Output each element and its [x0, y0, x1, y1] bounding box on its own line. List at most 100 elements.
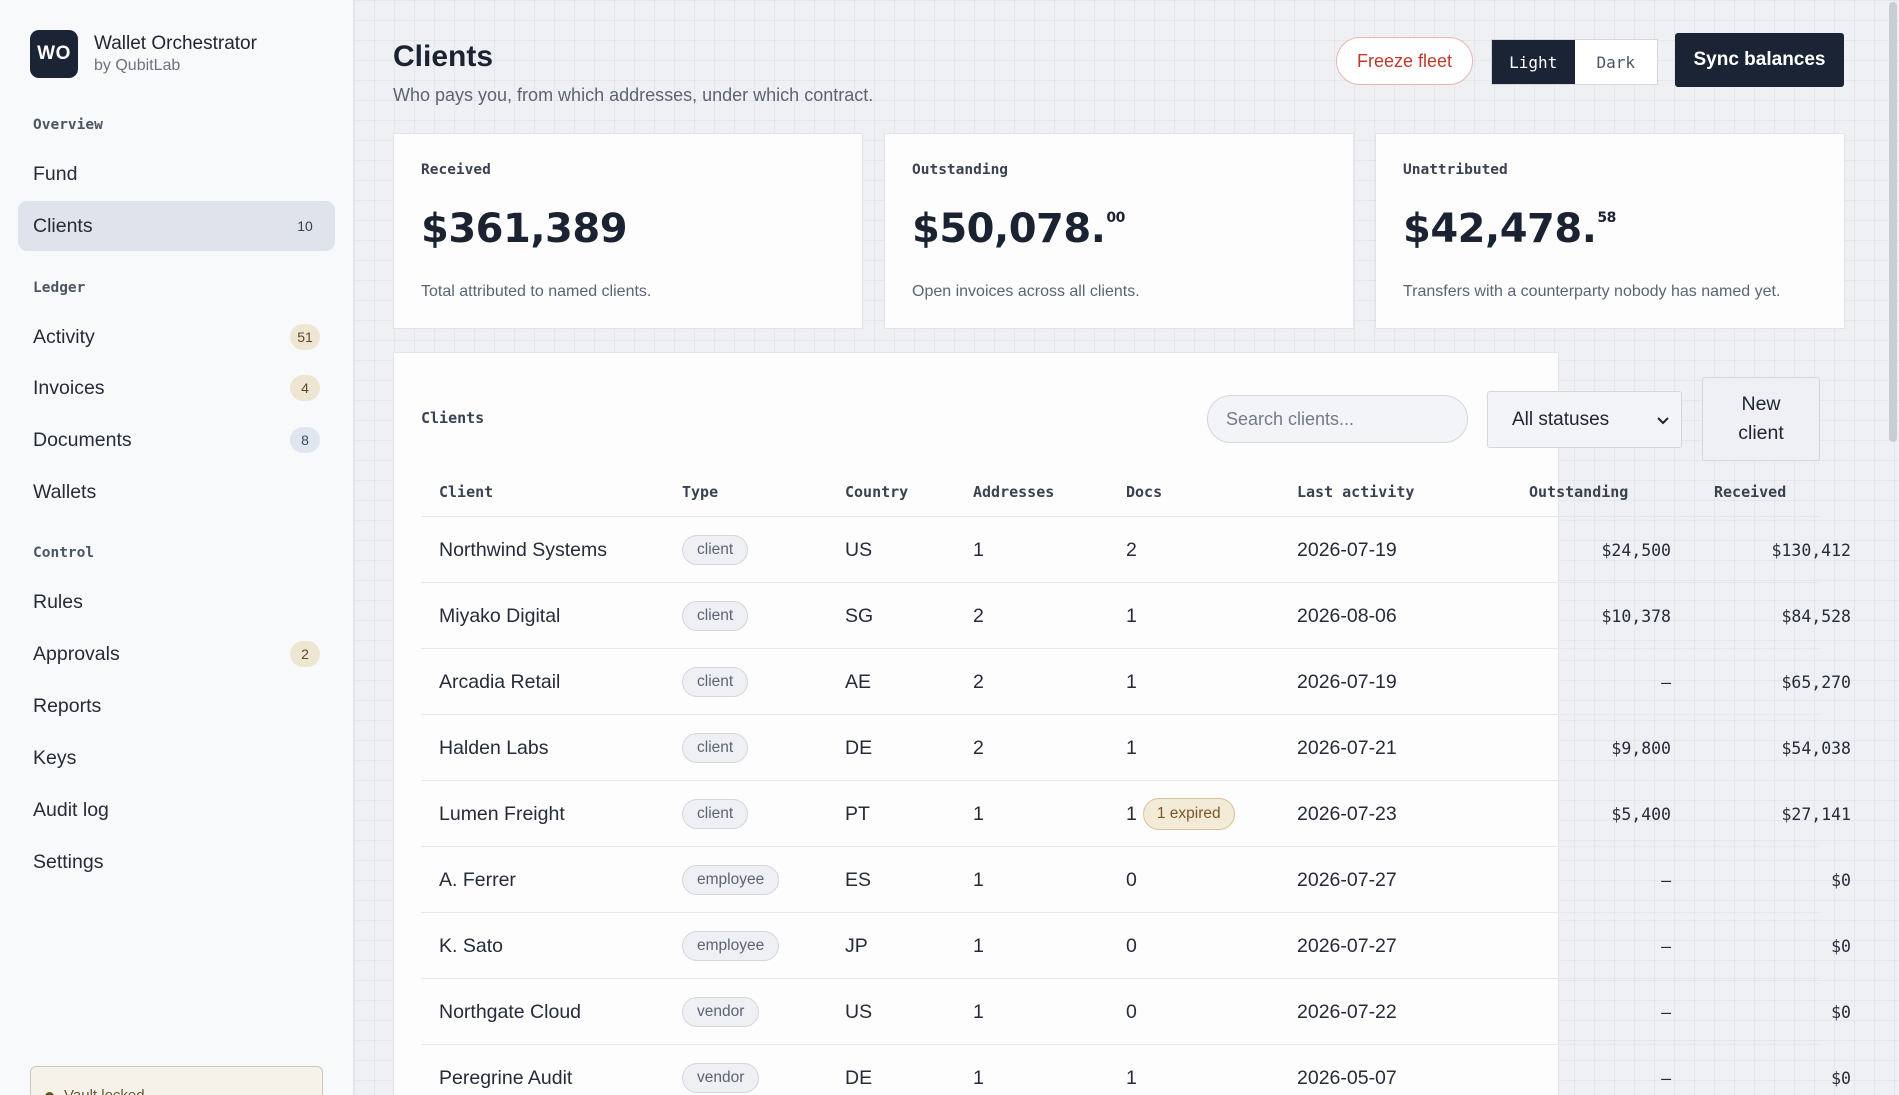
column-header-addresses[interactable]: Addresses — [973, 483, 1055, 501]
vault-status[interactable]: Vault locked — [30, 1066, 323, 1095]
cell-received: $54,038 — [1781, 738, 1851, 758]
theme-dark-option[interactable]: Dark — [1596, 52, 1636, 72]
stat-value: $361,389 — [421, 206, 628, 252]
table-row[interactable]: Arcadia Retail client AE 2 1 2026-07-19 – $65,2… — [421, 649, 1851, 715]
sidebar-item-label: Activity — [33, 325, 95, 348]
sidebar-item-approvals[interactable]: Approvals 2 — [18, 629, 335, 679]
sidebar-item-label: Fund — [33, 162, 78, 185]
sidebar-item-label: Clients — [33, 214, 93, 237]
table-row[interactable]: Lumen Freight client PT 1 1 1 expired 2026-07-… — [421, 781, 1851, 847]
cell-outstanding: – — [1661, 1068, 1671, 1088]
column-header-last-activity[interactable]: Last activity — [1297, 483, 1415, 501]
cell-country: US — [845, 1000, 873, 1023]
page-scrollbar[interactable] — [1889, 2, 1897, 442]
cell-addresses: 1 — [973, 538, 984, 561]
cell-outstanding: $10,378 — [1601, 606, 1671, 626]
table-row[interactable]: K. Sato employee JP 1 0 2026-07-27 – $0 — [421, 913, 1851, 979]
documents-count-badge: 8 — [290, 427, 320, 453]
cell-country: ES — [845, 868, 872, 891]
cell-docs: 2 — [1126, 538, 1137, 561]
search-input[interactable] — [1207, 395, 1468, 443]
cell-addresses: 2 — [973, 670, 984, 693]
cell-docs: 1 — [1126, 604, 1137, 627]
sidebar-item-fund[interactable]: Fund — [18, 149, 335, 199]
cell-country: SG — [845, 604, 874, 627]
cell-client: Northgate Cloud — [439, 1000, 582, 1023]
sidebar-item-invoices[interactable]: Invoices 4 — [18, 363, 335, 413]
sidebar-item-rules[interactable]: Rules — [18, 577, 335, 627]
table-row[interactable]: Peregrine Audit vendor DE 1 1 2026-05-07 – $0 — [421, 1045, 1851, 1095]
cell-type: client — [682, 649, 832, 715]
theme-light-option[interactable]: Light — [1492, 40, 1575, 84]
vault-status-label: Vault locked — [64, 1087, 145, 1095]
chevron-down-icon — [1657, 416, 1669, 424]
table-row[interactable]: Northgate Cloud vendor US 1 0 2026-07-22 – $0 — [421, 979, 1851, 1045]
cell-outstanding: $24,500 — [1601, 540, 1671, 560]
status-filter-value: All statuses — [1512, 408, 1610, 430]
cell-client: Arcadia Retail — [439, 670, 561, 693]
brand: WO Wallet Orchestrator by QubitLab — [0, 0, 353, 78]
table-row[interactable]: A. Ferrer employee ES 1 0 2026-07-27 – $0 — [421, 847, 1851, 913]
cell-client: Miyako Digital — [439, 604, 561, 627]
column-header-type[interactable]: Type — [682, 483, 719, 501]
section-overview: Overview — [33, 117, 103, 133]
main-content: Clients Who pays you, from which address… — [354, 0, 1899, 1095]
stat-note: Open invoices across all clients. — [912, 283, 1140, 300]
activity-count-badge: 51 — [290, 324, 320, 350]
cell-addresses: 1 — [973, 868, 984, 891]
stat-card-unattributed: Unattributed $42,478.58 Transfers with a… — [1375, 133, 1845, 329]
cell-country: DE — [845, 736, 873, 759]
cell-addresses: 1 — [973, 802, 984, 825]
type-tag: client — [682, 535, 749, 565]
table-row[interactable]: Halden Labs client DE 2 1 2026-07-21 $9,800 $54… — [421, 715, 1851, 781]
status-filter-select[interactable]: All statuses — [1487, 391, 1682, 448]
logo: WO — [30, 30, 78, 78]
stat-card-outstanding: Outstanding $50,078.00 Open invoices acr… — [884, 133, 1354, 329]
sync-balances-button[interactable]: Sync balances — [1675, 33, 1844, 87]
cell-addresses: 1 — [973, 934, 984, 957]
sidebar-item-label: Rules — [33, 590, 83, 613]
sidebar-item-activity[interactable]: Activity 51 — [18, 312, 335, 362]
cell-outstanding: – — [1661, 1002, 1671, 1022]
sidebar-item-wallets[interactable]: Wallets — [18, 467, 335, 517]
invoices-count-badge: 4 — [290, 375, 320, 401]
cell-client: Halden Labs — [439, 736, 549, 759]
sidebar-item-reports[interactable]: Reports — [18, 681, 335, 731]
cell-country: AE — [845, 670, 872, 693]
cell-received: $0 — [1831, 870, 1851, 890]
table-header: Client Type Country Addresses Docs Last … — [421, 461, 1821, 517]
column-header-client[interactable]: Client — [439, 483, 494, 501]
cell-country: DE — [845, 1066, 873, 1089]
cell-received: $0 — [1831, 1002, 1851, 1022]
sidebar-item-documents[interactable]: Documents 8 — [18, 415, 335, 465]
cell-last-activity: 2026-07-21 — [1297, 736, 1397, 759]
sidebar-item-label: Keys — [33, 746, 77, 769]
column-header-outstanding[interactable]: Outstanding — [1529, 483, 1629, 501]
cell-last-activity: 2026-07-19 — [1297, 670, 1397, 693]
cell-outstanding: – — [1661, 672, 1671, 692]
column-header-country[interactable]: Country — [845, 483, 909, 501]
sidebar-item-clients[interactable]: Clients 10 — [18, 201, 335, 251]
type-tag: client — [682, 601, 749, 631]
type-tag: vendor — [682, 1063, 760, 1093]
cell-last-activity: 2026-07-23 — [1297, 802, 1397, 825]
type-tag: client — [682, 799, 749, 829]
cell-outstanding: – — [1661, 936, 1671, 956]
cell-received: $84,528 — [1781, 606, 1851, 626]
column-header-received[interactable]: Received — [1714, 483, 1787, 501]
new-client-button[interactable]: New client — [1702, 377, 1820, 461]
sidebar-item-settings[interactable]: Settings — [18, 837, 335, 887]
freeze-fleet-button[interactable]: Freeze fleet — [1336, 37, 1473, 85]
type-tag: employee — [682, 931, 780, 961]
table-row[interactable]: Northwind Systems client US 1 2 2026-07-19 $24… — [421, 517, 1851, 583]
cell-docs: 1 — [1126, 670, 1137, 693]
table-row[interactable]: Miyako Digital client SG 2 1 2026-08-06 $10,37… — [421, 583, 1851, 649]
expired-docs-badge[interactable]: 1 expired — [1142, 798, 1235, 830]
column-header-docs[interactable]: Docs — [1126, 483, 1163, 501]
sidebar-item-audit-log[interactable]: Audit log — [18, 785, 335, 835]
cell-addresses: 1 — [973, 1000, 984, 1023]
cell-last-activity: 2026-07-22 — [1297, 1000, 1397, 1023]
sidebar-item-keys[interactable]: Keys — [18, 733, 335, 783]
cell-type: employee — [682, 847, 832, 913]
